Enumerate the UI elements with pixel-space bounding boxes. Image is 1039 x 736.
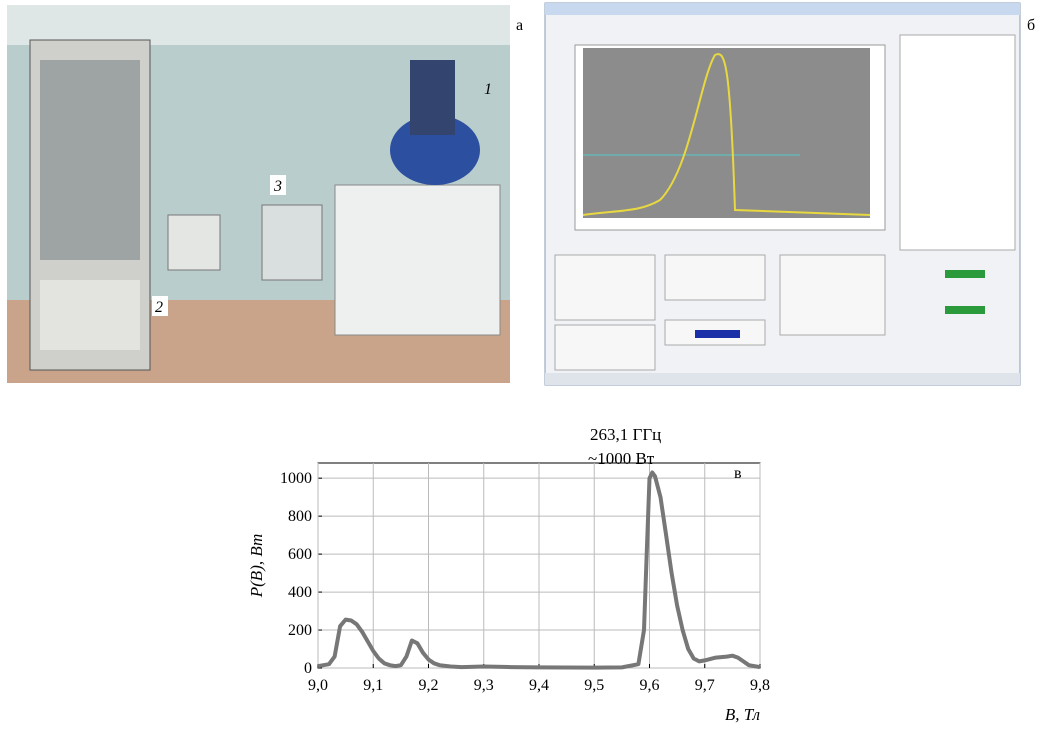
screenshot [544,2,1021,386]
x-tick-label: 9,3 [474,677,494,694]
control-box [664,254,766,301]
photo-rack-panel [40,280,140,350]
y-tick-label: 0 [304,660,312,677]
panel-letter: а [516,17,523,34]
y-axis-label: P(B), Вт [247,534,266,598]
status-bar [545,373,1020,385]
photo-chiller [261,204,323,281]
photo-rack-panel [40,60,140,260]
button [695,330,740,338]
x-tick-label: 9,4 [529,677,549,694]
photo-label: 2 [155,299,163,316]
data-line [317,470,761,670]
y-tick-label: 400 [288,584,312,601]
photo-label: 1 [484,81,492,98]
y-tick-label: 600 [288,546,312,563]
panel-letter: б [1027,17,1035,34]
x-tick-label: 9,1 [363,677,383,694]
photo-label: 3 [273,178,282,195]
plot-curve [582,53,871,216]
x-axis-label: B, Тл [725,705,760,724]
x-tick-label: 9,0 [308,677,328,694]
control-box [554,254,656,321]
control-box [554,324,656,371]
photo-label-box [270,175,286,195]
button [945,306,985,314]
photo-label-box [152,296,168,316]
status-panel [899,34,1016,251]
photo-cryostat [410,60,455,135]
x-tick-label: 9,8 [750,677,770,694]
control-box [779,254,886,336]
y-tick-label: 1000 [280,470,312,487]
x-tick-label: 9,7 [695,677,715,694]
x-tick-label: 9,2 [419,677,439,694]
photo: 1 2 3 [7,5,510,383]
photo-unit [167,214,221,271]
y-tick-label: 800 [288,508,312,525]
x-tick-label: 9,6 [640,677,660,694]
title-bar [545,3,1020,15]
annotation: ~1000 Вт [588,449,655,468]
x-tick-label: 9,5 [584,677,604,694]
annotation: 263,1 ГГц [590,425,661,444]
photo-table [334,184,501,336]
y-tick-label: 200 [288,622,312,639]
button [945,270,985,278]
chart: 0 200 400 600 800 1000 9,0 9,1 9,2 9,3 9,4 9,5 9,6 9,… [247,425,770,724]
photo-ceiling [7,5,510,45]
panel-letter: в [734,465,742,482]
